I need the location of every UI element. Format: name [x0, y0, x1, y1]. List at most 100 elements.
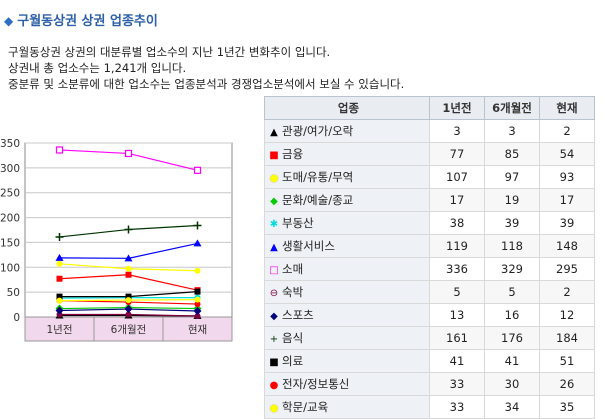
value-cell: 16	[485, 304, 540, 327]
legend-marker-icon: +	[268, 334, 280, 345]
category-cell: ◆스포츠	[265, 304, 430, 327]
page-title-text: 구월동상권 상권 업종추이	[17, 14, 158, 29]
category-label: 도매/유통/무역	[282, 170, 353, 184]
description-line-3: 중분류 및 소분류에 대한 업소수는 업종분석과 경쟁업소분석에서 보실 수 있…	[8, 76, 404, 92]
y-tick-label: 350	[0, 138, 20, 150]
value-cell: 77	[430, 143, 485, 166]
category-cell: ▲생활서비스	[265, 235, 430, 258]
value-cell: 184	[540, 327, 595, 350]
y-tick-label: 250	[0, 188, 20, 200]
data-point	[57, 276, 63, 282]
value-cell: 295	[540, 258, 595, 281]
legend-marker-icon: ◆	[268, 196, 280, 207]
value-cell: 176	[485, 327, 540, 350]
legend-marker-icon: ◆	[268, 311, 280, 322]
category-label: 생활서비스	[282, 239, 335, 253]
category-cell: ✱부동산	[265, 212, 430, 235]
category-label: 음식	[282, 331, 303, 345]
value-cell: 85	[485, 143, 540, 166]
description-line-1: 구월동상권 상권의 대분류별 업소수의 지난 1년간 변화추이 입니다.	[8, 44, 404, 60]
value-cell: 38	[430, 212, 485, 235]
value-cell: 54	[540, 143, 595, 166]
y-tick-label: 100	[0, 262, 20, 274]
category-cell: □소매	[265, 258, 430, 281]
category-cell: ●전자/정보통신	[265, 373, 430, 396]
category-cell: ■의료	[265, 350, 430, 373]
category-label: 관광/여가/오락	[282, 124, 353, 138]
y-tick-label: 50	[7, 287, 20, 299]
data-point	[195, 167, 201, 173]
y-tick-label: 0	[13, 312, 20, 324]
value-cell: 161	[430, 327, 485, 350]
category-cell: ⊖숙박	[265, 281, 430, 304]
value-cell: 26	[540, 373, 595, 396]
value-cell: 5	[430, 281, 485, 304]
value-cell: 2	[540, 120, 595, 143]
category-cell: ■금융	[265, 143, 430, 166]
value-cell: 93	[540, 166, 595, 189]
category-cell: ◆문화/예술/종교	[265, 189, 430, 212]
value-cell: 3	[430, 120, 485, 143]
value-cell: 19	[485, 189, 540, 212]
data-point	[126, 150, 132, 156]
data-point	[195, 268, 201, 274]
x-tick-label: 6개월전	[111, 324, 147, 336]
value-cell: 148	[540, 235, 595, 258]
category-label: 스포츠	[282, 308, 314, 322]
value-cell: 5	[485, 281, 540, 304]
y-tick-label: 200	[0, 213, 20, 225]
value-cell: 17	[540, 189, 595, 212]
legend-marker-icon: ▲	[268, 127, 280, 138]
value-cell: 118	[485, 235, 540, 258]
category-label: 문화/예술/종교	[282, 193, 353, 207]
legend-marker-icon: ⊖	[268, 288, 280, 299]
category-cell: ▲관광/여가/오락	[265, 120, 430, 143]
legend-marker-icon: ■	[268, 357, 280, 368]
value-cell: 41	[430, 350, 485, 373]
value-cell: 51	[540, 350, 595, 373]
category-label: 학문/교육	[282, 400, 328, 414]
data-point	[126, 272, 132, 278]
page-title: ◆구월동상권 상권 업종추이	[4, 10, 158, 29]
category-label: 부동산	[282, 216, 314, 230]
data-point	[195, 297, 201, 303]
value-cell: 34	[485, 396, 540, 419]
header-current: 현재	[540, 97, 595, 120]
category-label: 전자/정보통신	[282, 377, 349, 391]
legend-marker-icon: ✱	[268, 219, 280, 230]
value-cell: 336	[430, 258, 485, 281]
category-label: 숙박	[282, 285, 303, 299]
value-cell: 39	[485, 212, 540, 235]
header-1year-ago: 1년전	[430, 97, 485, 120]
header-category: 업종	[265, 97, 430, 120]
data-point	[57, 298, 63, 304]
x-tick-label: 1년전	[46, 324, 72, 336]
value-cell: 33	[430, 396, 485, 419]
value-cell: 107	[430, 166, 485, 189]
value-cell: 35	[540, 396, 595, 419]
legend-marker-icon: ▲	[268, 242, 280, 253]
description: 구월동상권 상권의 대분류별 업소수의 지난 1년간 변화추이 입니다. 상권내…	[8, 44, 404, 92]
value-cell: 119	[430, 235, 485, 258]
data-point	[126, 266, 132, 272]
value-cell: 3	[485, 120, 540, 143]
x-tick-label: 현재	[188, 324, 207, 336]
value-cell: 30	[485, 373, 540, 396]
y-tick-label: 150	[0, 237, 20, 249]
value-cell: 2	[540, 281, 595, 304]
category-cell: ●학문/교육	[265, 396, 430, 419]
table-header-row: 업종 1년전 6개월전 현재	[265, 97, 595, 120]
value-cell: 329	[485, 258, 540, 281]
legend-marker-icon: ■	[268, 150, 280, 161]
